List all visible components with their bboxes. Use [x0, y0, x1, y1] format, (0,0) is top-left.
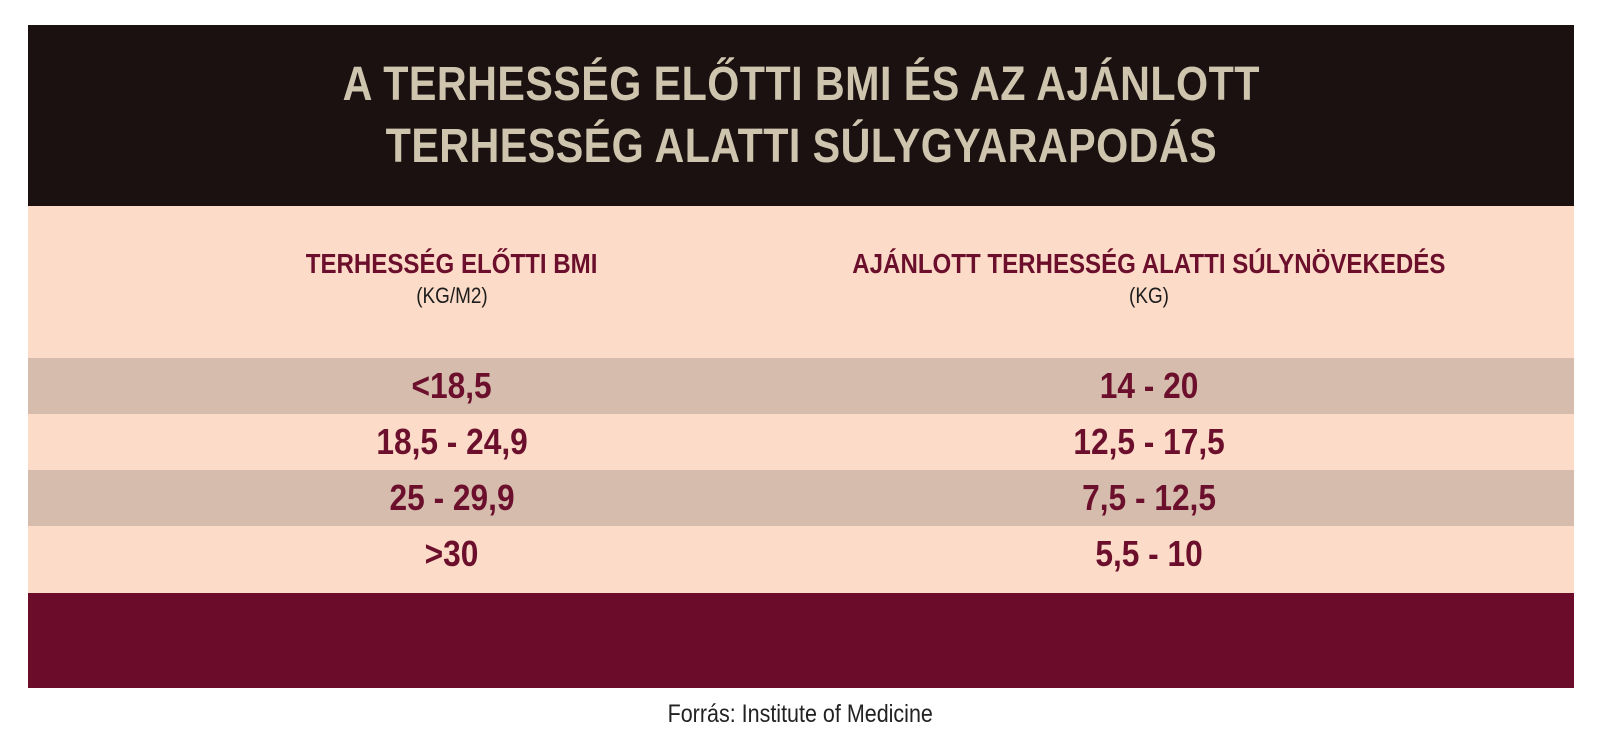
table-row: <18,5 14 - 20 [28, 358, 1574, 414]
column-header-bmi-label: TERHESSÉG ELŐTTI BMI [306, 248, 598, 279]
bmi-cell: >30 [425, 533, 479, 574]
weight-gain-cell: 5,5 - 10 [1095, 533, 1203, 574]
column-header-weight-gain-label: AJÁNLOTT TERHESSÉG ALATTI SÚLYNÖVEKEDÉS [852, 248, 1446, 279]
bmi-cell: <18,5 [411, 365, 493, 406]
column-header-bmi: TERHESSÉG ELŐTTI BMI (KG/M2) [102, 246, 802, 310]
weight-gain-cell: 12,5 - 17,5 [1073, 421, 1225, 462]
bmi-cell: 25 - 29,9 [389, 477, 515, 518]
weight-gain-cell: 14 - 20 [1099, 365, 1199, 406]
source-caption: Forrás: Institute of Medicine [667, 700, 933, 728]
footer-band [28, 593, 1574, 688]
bmi-table-panel: A TERHESSÉG ELŐTTI BMI ÉS AZ AJÁNLOTT TE… [28, 25, 1574, 688]
weight-gain-cell: 7,5 - 12,5 [1082, 477, 1216, 518]
column-header-bmi-unit: (KG/M2) [416, 283, 488, 308]
title-band: A TERHESSÉG ELŐTTI BMI ÉS AZ AJÁNLOTT TE… [28, 25, 1574, 206]
column-header-weight-gain: AJÁNLOTT TERHESSÉG ALATTI SÚLYNÖVEKEDÉS … [799, 246, 1499, 310]
title-line-1: A TERHESSÉG ELŐTTI BMI ÉS AZ AJÁNLOTT [342, 57, 1260, 111]
title-line-2: TERHESSÉG ALATTI SÚLYGYARAPODÁS [385, 119, 1217, 173]
table-row: >30 5,5 - 10 [28, 526, 1574, 582]
column-header-weight-gain-unit: (KG) [1129, 283, 1169, 308]
table-row: 25 - 29,9 7,5 - 12,5 [28, 470, 1574, 526]
table-row: 18,5 - 24,9 12,5 - 17,5 [28, 414, 1574, 470]
bmi-cell: 18,5 - 24,9 [376, 421, 528, 462]
table-body: TERHESSÉG ELŐTTI BMI (KG/M2) AJÁNLOTT TE… [28, 206, 1574, 593]
